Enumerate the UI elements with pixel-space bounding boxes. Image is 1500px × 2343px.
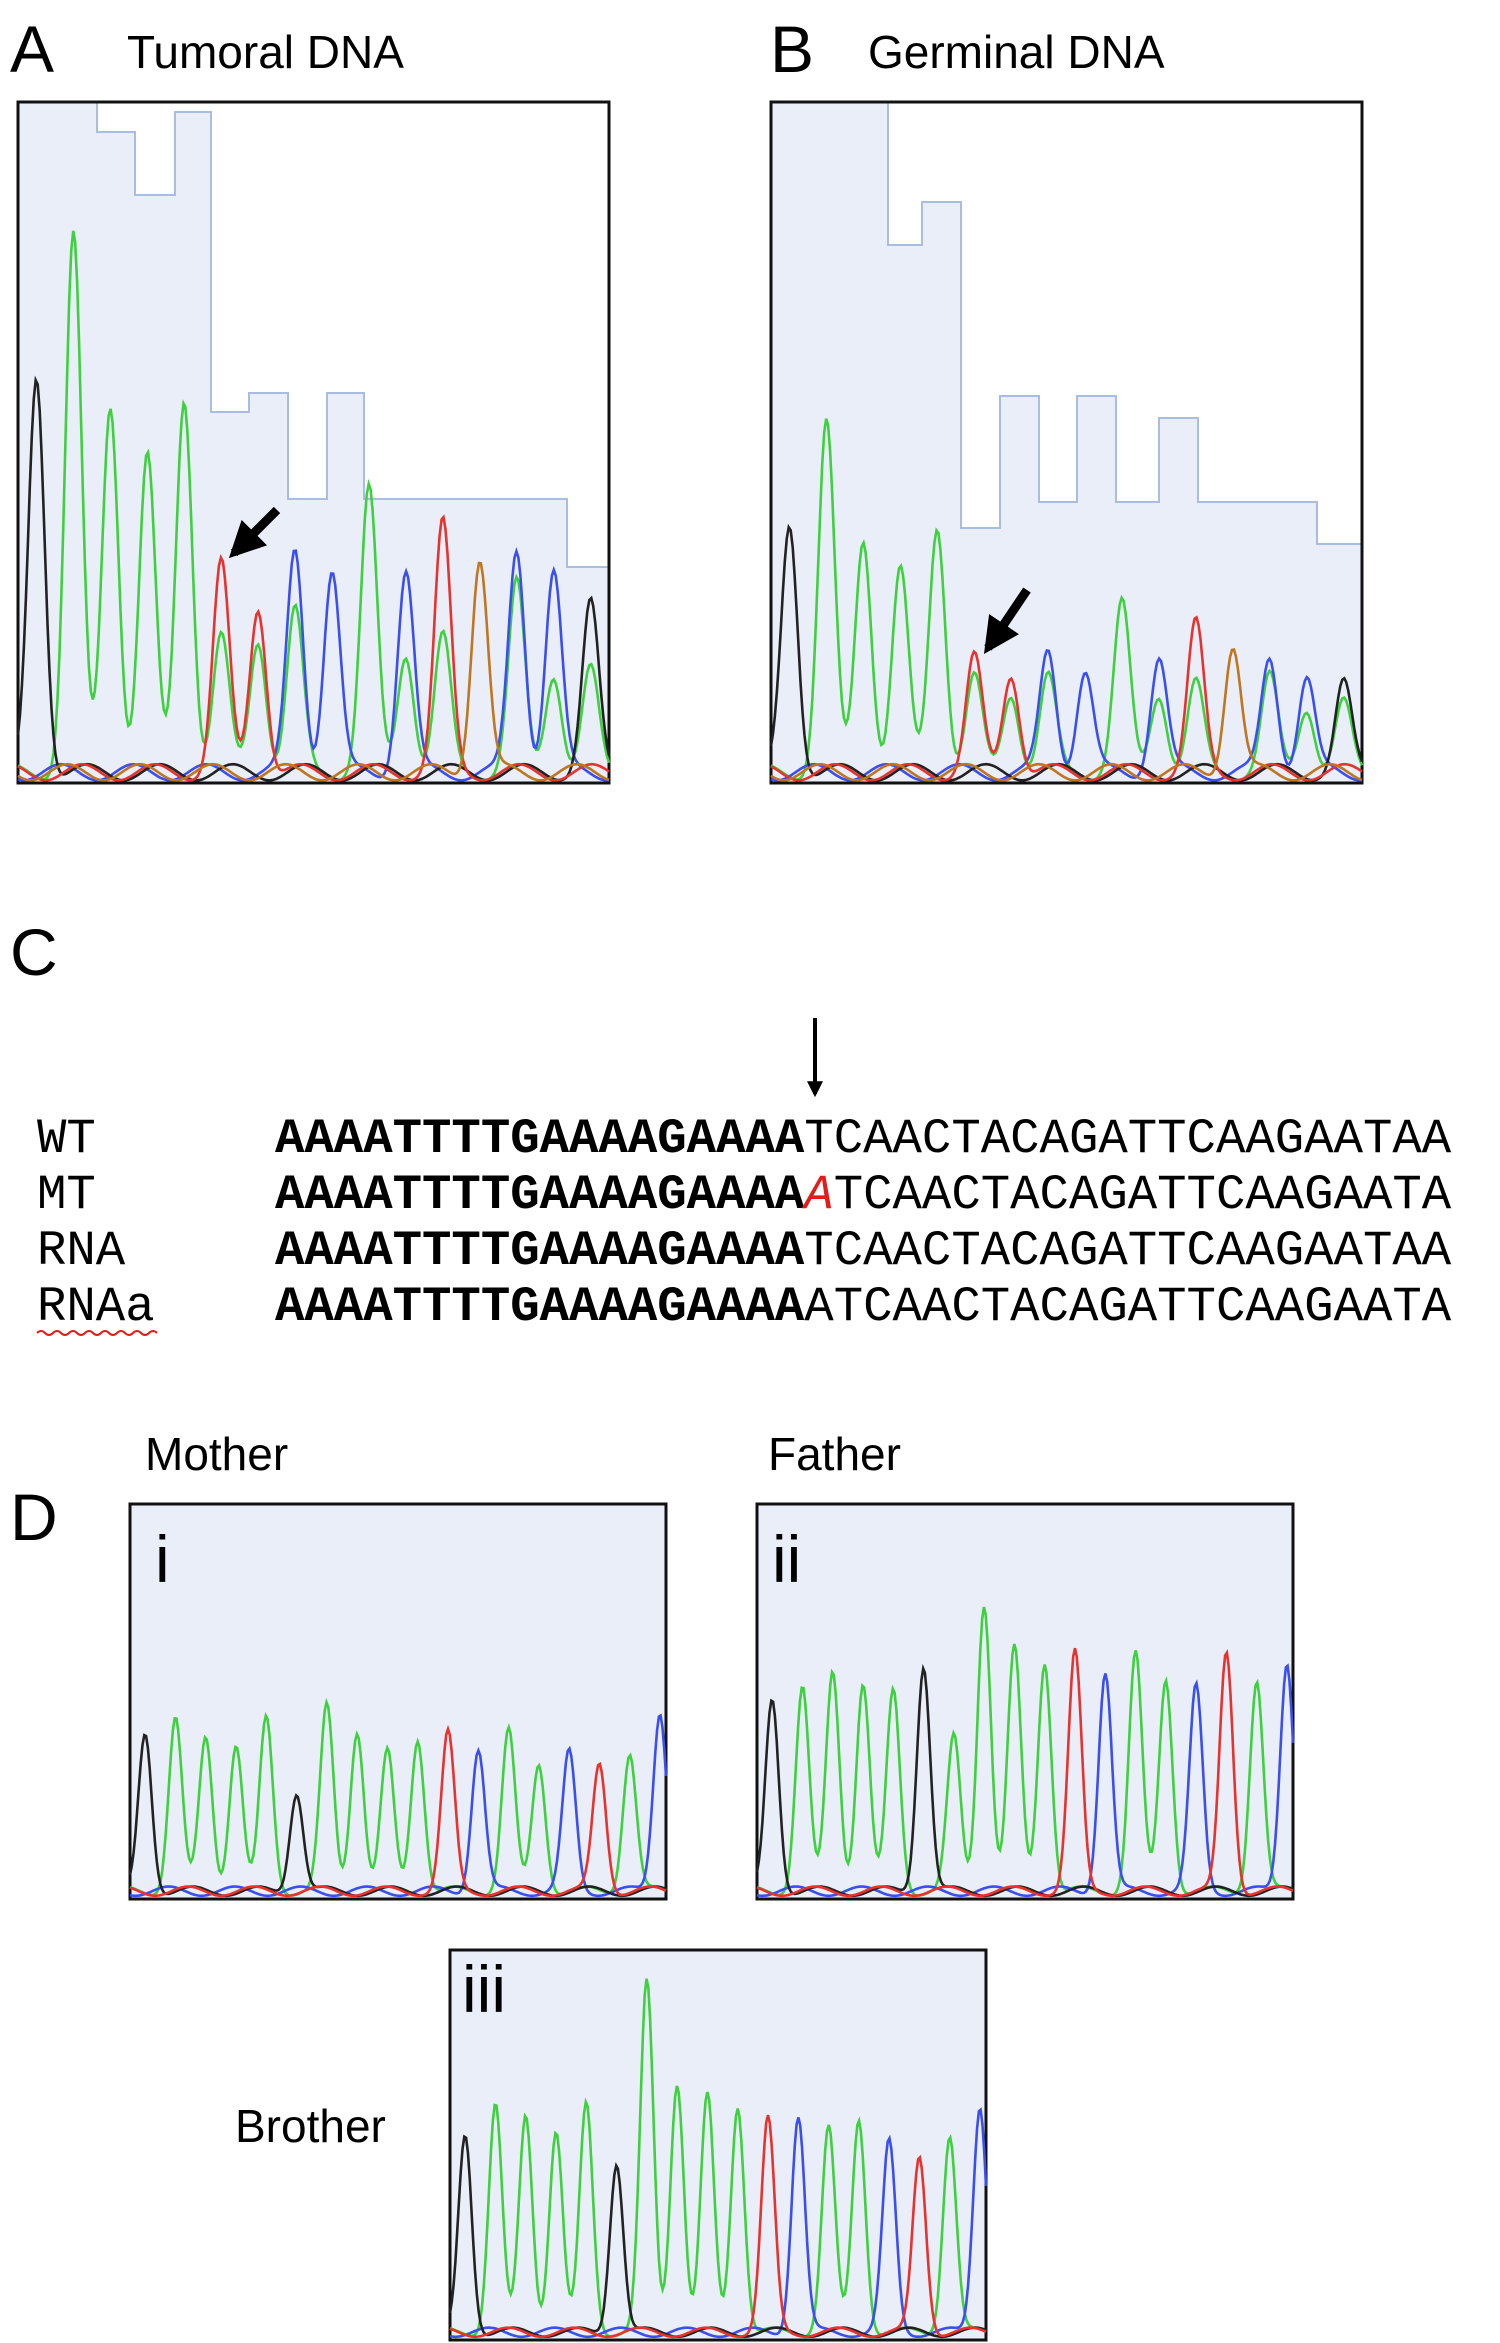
row-label: RNA bbox=[37, 1223, 126, 1279]
conserved: AAAATTTTGAAAAGAAAA bbox=[275, 1167, 805, 1223]
trace bbox=[129, 1713, 668, 1898]
numeral: ii bbox=[772, 1522, 801, 1596]
panel-letter: C bbox=[10, 915, 58, 989]
sample-name: Brother bbox=[235, 2100, 386, 2152]
conserved: AAAATTTTGAAAAGAAAA bbox=[275, 1279, 805, 1335]
chromatogram bbox=[769, 100, 1364, 785]
arrow bbox=[228, 506, 281, 559]
panel-title: Tumoral DNA bbox=[127, 26, 404, 78]
trace bbox=[770, 648, 1363, 782]
panel-letter: B bbox=[770, 12, 814, 86]
chromatogram bbox=[448, 1948, 988, 2342]
seq: TCAACTACAGATTCAAGAATA bbox=[834, 1167, 1452, 1223]
sequence: AAAATTTTGAAAAGAAAAATCAACTACAGATTCAAGAATA bbox=[275, 1279, 1452, 1335]
insertion: A bbox=[801, 1167, 833, 1223]
chromatogram bbox=[16, 100, 611, 785]
trace bbox=[770, 418, 1364, 782]
trace bbox=[756, 1647, 1294, 1898]
trace bbox=[17, 561, 610, 782]
panel-title: Germinal DNA bbox=[868, 26, 1165, 78]
trace bbox=[129, 1724, 667, 1898]
sequence: AAAATTTTGAAAAGAAAATCAACTACAGATTCAAGAATAA bbox=[275, 1223, 1452, 1279]
conserved: AAAATTTTGAAAAGAAAA bbox=[275, 1111, 805, 1167]
trace bbox=[17, 547, 610, 782]
sample-name: Mother bbox=[145, 1428, 288, 1480]
seq: TCAACTACAGATTCAAGAATAA bbox=[804, 1111, 1452, 1167]
trace bbox=[449, 2107, 988, 2339]
seq: ATCAACTACAGATTCAAGAATA bbox=[804, 1279, 1452, 1335]
arrow bbox=[983, 587, 1031, 654]
panel-letter: D bbox=[10, 1480, 58, 1554]
seq: TCAACTACAGATTCAAGAATAA bbox=[804, 1223, 1452, 1279]
alignment: WT AAAATTTTGAAAAGAAAATCAACTACAGATTCAAGAA… bbox=[36, 1111, 1452, 1336]
row-label: RNAa bbox=[37, 1279, 155, 1335]
sample-name: Father bbox=[768, 1428, 901, 1480]
panel-letter: A bbox=[10, 12, 54, 86]
row-label: WT bbox=[37, 1111, 96, 1167]
sequence: AAAATTTTGAAAAGAAAAATCAACTACAGATTCAAGAATA bbox=[275, 1167, 1452, 1223]
spell-underline bbox=[36, 1330, 158, 1336]
sequence: AAAATTTTGAAAAGAAAATCAACTACAGATTCAAGAATAA bbox=[275, 1111, 1452, 1167]
trace bbox=[756, 1663, 1295, 1898]
numeral: i bbox=[155, 1522, 170, 1596]
chromatogram bbox=[755, 1502, 1295, 1901]
trace bbox=[17, 230, 611, 782]
numeral: iii bbox=[462, 1952, 506, 2026]
trace bbox=[770, 648, 1363, 782]
row-label: MT bbox=[37, 1167, 96, 1223]
chromatogram bbox=[128, 1502, 668, 1901]
trace bbox=[449, 2114, 987, 2339]
conserved: AAAATTTTGAAAAGAAAA bbox=[275, 1223, 805, 1279]
